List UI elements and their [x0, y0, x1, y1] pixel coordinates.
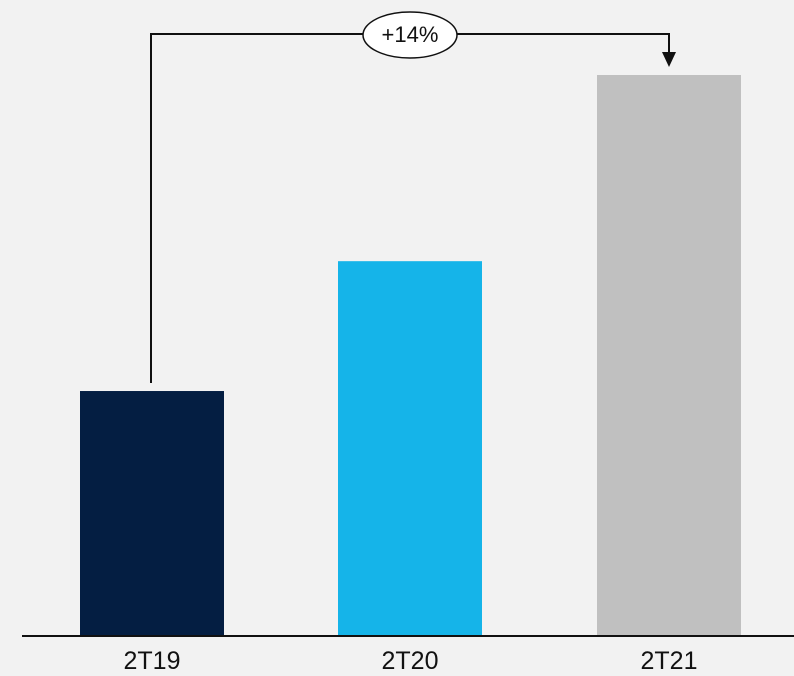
bar-2t19 [80, 391, 224, 636]
x-tick-label-2t20: 2T20 [382, 647, 439, 675]
growth-arrow-head [662, 52, 676, 67]
growth-label-ellipse [362, 11, 458, 59]
bar-2t21 [597, 75, 741, 636]
bars-group [80, 75, 741, 636]
x-tick-label-2t21: 2T21 [641, 647, 698, 675]
bar-2t20 [338, 261, 482, 636]
x-tick-label-2t19: 2T19 [124, 647, 181, 675]
x-axis-tick-labels: 2T19 2T20 2T21 [124, 647, 698, 675]
growth-annotation: +14% [150, 11, 676, 384]
growth-label: +14% [382, 22, 439, 47]
